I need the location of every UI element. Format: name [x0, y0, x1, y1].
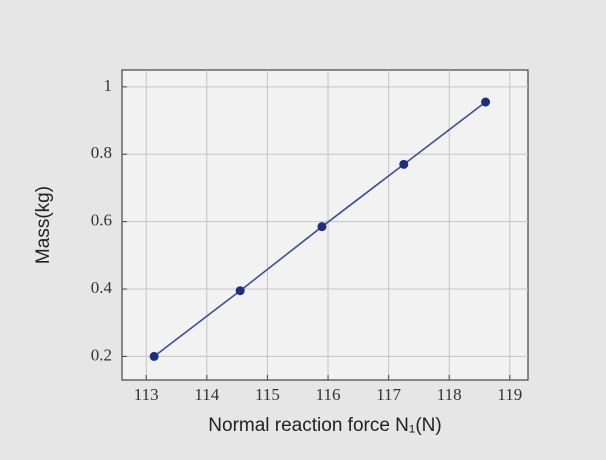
- x-tick-label: 115: [255, 385, 280, 404]
- x-tick-label: 113: [134, 385, 159, 404]
- point: [481, 97, 491, 107]
- x-tick-label: 116: [316, 385, 341, 404]
- y-tick-label: 1: [104, 76, 113, 95]
- y-axis-label: Mass(kg): [33, 186, 54, 264]
- point: [149, 351, 159, 361]
- x-tick-label: 118: [437, 385, 462, 404]
- point: [235, 286, 245, 296]
- x-tick-label: 114: [194, 385, 219, 404]
- y-tick-label: 0.8: [91, 143, 112, 162]
- x-tick-label: 117: [376, 385, 401, 404]
- x-axis-label: Normal reaction force N₁(N): [208, 415, 441, 436]
- y-tick-label: 0.2: [91, 345, 112, 364]
- point: [399, 159, 409, 169]
- point: [317, 222, 327, 232]
- x-tick-label: 119: [497, 385, 522, 404]
- y-tick-label: 0.4: [91, 278, 113, 297]
- y-tick-label: 0.6: [91, 211, 112, 230]
